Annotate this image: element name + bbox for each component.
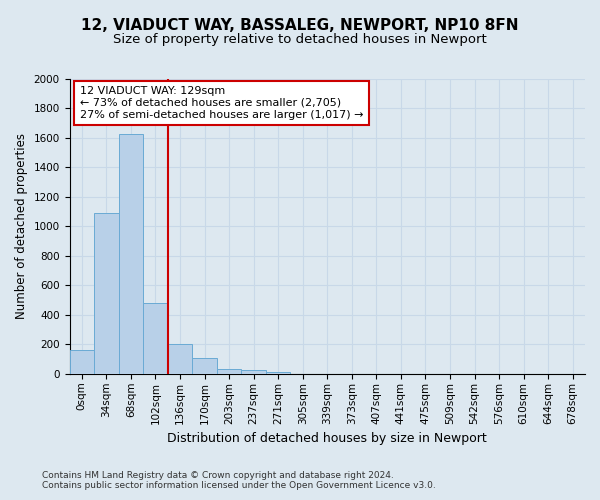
- Text: Size of property relative to detached houses in Newport: Size of property relative to detached ho…: [113, 32, 487, 46]
- Bar: [266, 372, 290, 374]
- Bar: [168, 344, 192, 374]
- Text: 12, VIADUCT WAY, BASSALEG, NEWPORT, NP10 8FN: 12, VIADUCT WAY, BASSALEG, NEWPORT, NP10…: [81, 18, 519, 32]
- Bar: [192, 358, 217, 374]
- X-axis label: Distribution of detached houses by size in Newport: Distribution of detached houses by size …: [167, 432, 487, 445]
- Text: Contains HM Land Registry data © Crown copyright and database right 2024.: Contains HM Land Registry data © Crown c…: [42, 471, 394, 480]
- Bar: [70, 350, 94, 374]
- Text: Contains public sector information licensed under the Open Government Licence v3: Contains public sector information licen…: [42, 481, 436, 490]
- Bar: [217, 368, 241, 374]
- Bar: [241, 370, 266, 374]
- Y-axis label: Number of detached properties: Number of detached properties: [15, 134, 28, 320]
- Bar: [94, 213, 119, 374]
- Bar: [119, 134, 143, 374]
- Bar: [143, 303, 168, 374]
- Text: 12 VIADUCT WAY: 129sqm
← 73% of detached houses are smaller (2,705)
27% of semi-: 12 VIADUCT WAY: 129sqm ← 73% of detached…: [80, 86, 364, 120]
